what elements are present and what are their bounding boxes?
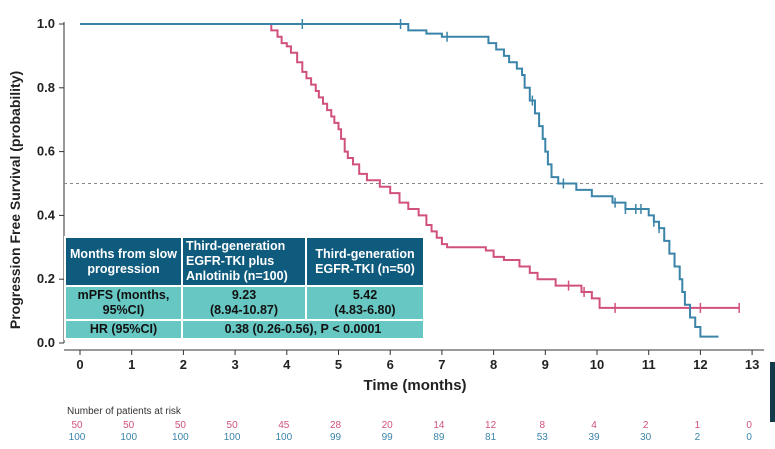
x-tick-label: 12 xyxy=(693,357,707,372)
risk-count: 2 xyxy=(695,432,701,443)
mpfs-combo: 9.23 (8.94-10.87) xyxy=(181,285,307,321)
risk-count: 1 xyxy=(695,420,701,431)
risk-count: 50 xyxy=(123,420,135,431)
y-tick-label: 0.0 xyxy=(37,335,55,350)
y-tick-label: 0.6 xyxy=(37,144,55,159)
risk-count: 100 xyxy=(224,432,241,443)
table-header-period: Months from slow progression xyxy=(64,236,183,287)
y-tick-label: 1.0 xyxy=(37,16,55,31)
risk-count: 100 xyxy=(120,432,137,443)
x-tick-label: 9 xyxy=(542,357,549,372)
edge-decoration xyxy=(770,362,775,422)
x-tick-label: 11 xyxy=(642,357,656,372)
mpfs-mono: 5.42 (4.83-6.80) xyxy=(305,285,425,321)
table-header-row: Months from slow progression Third-gener… xyxy=(64,236,425,287)
series-line-1 xyxy=(80,23,740,309)
risk-count: 45 xyxy=(278,420,290,431)
x-tick-label: 2 xyxy=(180,357,187,372)
table-header-combo: Third-generation EGFR-TKI plus Anlotinib… xyxy=(181,236,307,287)
y-tick-label: 0.8 xyxy=(37,80,55,95)
risk-count: 12 xyxy=(485,420,497,431)
risk-count: 99 xyxy=(382,432,394,443)
mpfs-label: mPFS (months, 95%CI) xyxy=(64,285,183,321)
summary-table: Months from slow progression Third-gener… xyxy=(64,236,425,340)
risk-count: 100 xyxy=(275,432,292,443)
y-tick-label: 0.4 xyxy=(37,207,56,222)
risk-count: 81 xyxy=(485,432,497,443)
risk-count: 28 xyxy=(330,420,342,431)
x-tick-label: 0 xyxy=(76,357,83,372)
risk-count: 0 xyxy=(746,432,752,443)
x-tick-label: 13 xyxy=(745,357,759,372)
x-axis-label: Time (months) xyxy=(363,377,466,394)
risk-count: 99 xyxy=(330,432,342,443)
x-tick-label: 1 xyxy=(128,357,135,372)
table-header-mono: Third-generation EGFR-TKI (n=50) xyxy=(305,236,425,287)
mpfs-mono-ci: (4.83-6.80) xyxy=(334,303,396,317)
risk-count: 89 xyxy=(433,432,445,443)
risk-count: 20 xyxy=(382,420,394,431)
mpfs-combo-ci: (8.94-10.87) xyxy=(209,303,279,317)
table-row-mpfs: mPFS (months, 95%CI) 9.23 (8.94-10.87) 5… xyxy=(64,285,425,321)
x-tick-label: 10 xyxy=(590,357,604,372)
x-tick-label: 5 xyxy=(335,357,342,372)
censor-marks xyxy=(301,19,740,313)
risk-count: 50 xyxy=(71,420,83,431)
risk-count: 53 xyxy=(537,432,549,443)
risk-count: 100 xyxy=(69,432,86,443)
y-axis-label: Progression Free Survival (probability) xyxy=(7,71,23,329)
survival-curves xyxy=(80,23,740,338)
risk-count: 0 xyxy=(746,420,752,431)
table-row-hr: HR (95%CI) 0.38 (0.26-0.56), P < 0.0001 xyxy=(64,319,425,340)
risk-count: 14 xyxy=(433,420,445,431)
risk-count: 2 xyxy=(643,420,649,431)
risk-count: 30 xyxy=(640,432,652,443)
y-tick-label: 0.2 xyxy=(37,271,55,286)
hr-label: HR (95%CI) xyxy=(64,319,183,340)
risk-count: 4 xyxy=(591,420,597,431)
x-tick-label: 3 xyxy=(231,357,238,372)
risk-count: 50 xyxy=(227,420,239,431)
tick-labels: 0.00.20.40.60.81.00 1 2 3 4 5 6 7 8 9 10 11 12 13 xyxy=(37,16,759,372)
risk-count: 8 xyxy=(540,420,546,431)
risk-table-title: Number of patients at risk xyxy=(67,406,182,417)
x-tick-label: 8 xyxy=(490,357,497,372)
axes xyxy=(59,22,765,355)
x-tick-label: 6 xyxy=(387,357,394,372)
mpfs-combo-median: 9.23 xyxy=(231,288,257,302)
mpfs-mono-median: 5.42 xyxy=(352,288,378,302)
x-tick-label: 7 xyxy=(438,357,445,372)
series-line-2 xyxy=(80,23,719,338)
x-tick-label: 4 xyxy=(283,357,291,372)
risk-count: 39 xyxy=(588,432,600,443)
hr-value: 0.38 (0.26-0.56), P < 0.0001 xyxy=(181,319,425,340)
risk-count: 50 xyxy=(175,420,187,431)
risk-count: 100 xyxy=(172,432,189,443)
